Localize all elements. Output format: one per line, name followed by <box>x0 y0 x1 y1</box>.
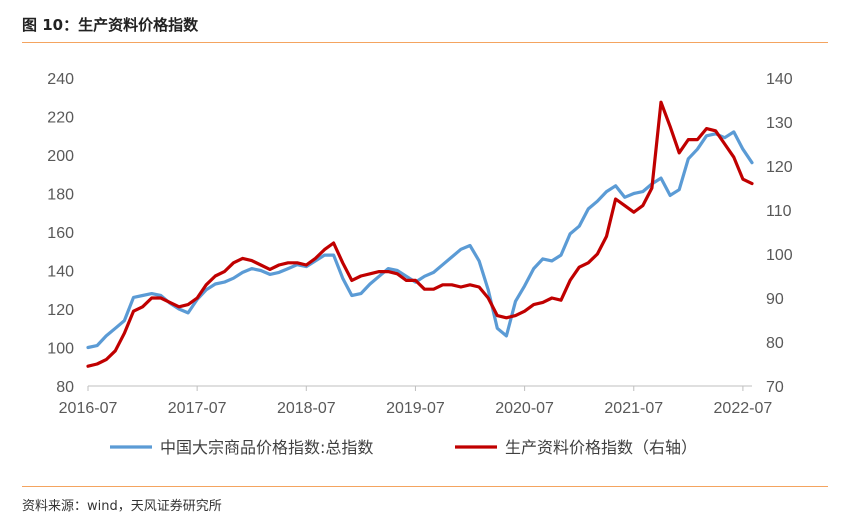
chart-title: 图 10：生产资料价格指数 <box>22 16 199 34</box>
legend-label-2: 生产资料价格指数（右轴） <box>505 438 697 457</box>
y-right-tick-label: 80 <box>766 335 784 352</box>
x-tick-label: 2021-07 <box>604 400 663 417</box>
y-right-tick-label: 140 <box>766 71 793 88</box>
y-left-tick-label: 80 <box>56 379 74 396</box>
y-left-tick-label: 220 <box>47 110 74 127</box>
source-note: 资料来源：wind，天风证券研究所 <box>22 499 222 514</box>
x-tick-label: 2017-07 <box>168 400 227 417</box>
x-tick-label: 2020-07 <box>495 400 554 417</box>
x-tick-label: 2019-07 <box>386 400 445 417</box>
y-right-tick-label: 110 <box>766 203 792 220</box>
y-left-tick-label: 240 <box>47 71 74 88</box>
y-left-tick-label: 100 <box>47 341 74 358</box>
legend-label-1: 中国大宗商品价格指数:总指数 <box>160 438 373 457</box>
y-left-tick-label: 140 <box>47 264 74 281</box>
bottom-divider <box>22 486 828 487</box>
series-line-2 <box>86 100 754 368</box>
series-line-1 <box>86 130 754 350</box>
y-right-tick-label: 120 <box>766 159 793 176</box>
x-tick-label: 2018-07 <box>277 400 336 417</box>
chart-axes: 80 100 120 140 160 180 200 220 240 70 80 90 100 110 12… <box>47 71 793 417</box>
y-left-tick-label: 200 <box>47 148 74 165</box>
y-right-tick-label: 90 <box>766 291 784 308</box>
y-left-tick-label: 180 <box>47 187 74 204</box>
y-left-tick-label: 160 <box>47 225 74 242</box>
top-divider <box>22 42 828 43</box>
x-tick-label: 2022-07 <box>714 400 773 417</box>
y-right-tick-label: 70 <box>766 379 784 396</box>
y-left-tick-label: 120 <box>47 302 74 319</box>
y-right-tick-label: 130 <box>766 115 793 132</box>
x-tick-label: 2016-07 <box>59 400 118 417</box>
y-right-tick-label: 100 <box>766 247 793 264</box>
chart-legend: 中国大宗商品价格指数:总指数 生产资料价格指数（右轴） <box>110 438 697 457</box>
chart-series <box>86 100 754 368</box>
